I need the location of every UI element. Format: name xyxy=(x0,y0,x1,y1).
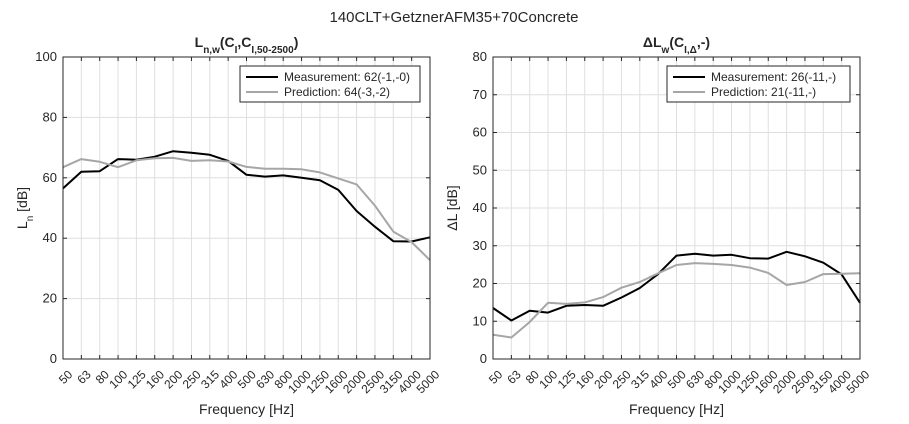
prediction-line xyxy=(62,156,431,261)
ticks xyxy=(62,56,431,360)
subplot-title: Ln,w(CI,CI,50-2500) xyxy=(195,34,299,56)
y-tick-label: 20 xyxy=(43,291,57,306)
y-tick-label: 0 xyxy=(50,351,57,366)
y-tick-label: 80 xyxy=(473,49,487,64)
y-tick-label: 20 xyxy=(473,276,487,291)
figure-title: 140CLT+GetznerAFM35+70Concrete xyxy=(329,9,578,26)
measurement-line xyxy=(62,150,431,243)
subplot-title: ΔLw(CI,Δ,-) xyxy=(643,34,710,56)
legend-label-measurement: Measurement: 62(-1,-0) xyxy=(284,70,410,84)
legend: Measurement: 62(-1,-0)Prediction: 64(-3,… xyxy=(239,65,421,103)
y-tick-label: 30 xyxy=(473,238,487,253)
legend-box xyxy=(666,65,851,103)
x-axis-label: Frequency [Hz] xyxy=(199,401,294,417)
y-tick-label: 50 xyxy=(473,162,487,177)
y-axis-label: Ln [dB] xyxy=(14,187,36,229)
y-tick-label: 40 xyxy=(43,230,57,245)
y-tick-label: 60 xyxy=(473,125,487,140)
y-tick-label: 80 xyxy=(43,109,57,124)
ticks xyxy=(492,56,861,360)
y-tick-label: 100 xyxy=(35,49,57,64)
y-tick-label: 0 xyxy=(480,351,487,366)
legend-label-prediction: Prediction: 21(-11,-) xyxy=(711,85,816,99)
grid xyxy=(63,57,430,359)
y-axis-label: ΔL [dB] xyxy=(444,185,460,230)
y-tick-label: 10 xyxy=(473,313,487,328)
measurement-line xyxy=(492,250,861,322)
y-tick-label: 70 xyxy=(473,87,487,102)
legend-box xyxy=(239,65,421,103)
prediction-line xyxy=(492,262,861,339)
legend-label-prediction: Prediction: 64(-3,-2) xyxy=(284,85,390,99)
grid xyxy=(493,57,860,359)
y-tick-label: 60 xyxy=(43,170,57,185)
x-axis-label: Frequency [Hz] xyxy=(629,401,724,417)
legend: Measurement: 26(-11,-)Prediction: 21(-11… xyxy=(666,65,851,103)
y-tick-label: 40 xyxy=(473,200,487,215)
legend-label-measurement: Measurement: 26(-11,-) xyxy=(711,70,836,84)
